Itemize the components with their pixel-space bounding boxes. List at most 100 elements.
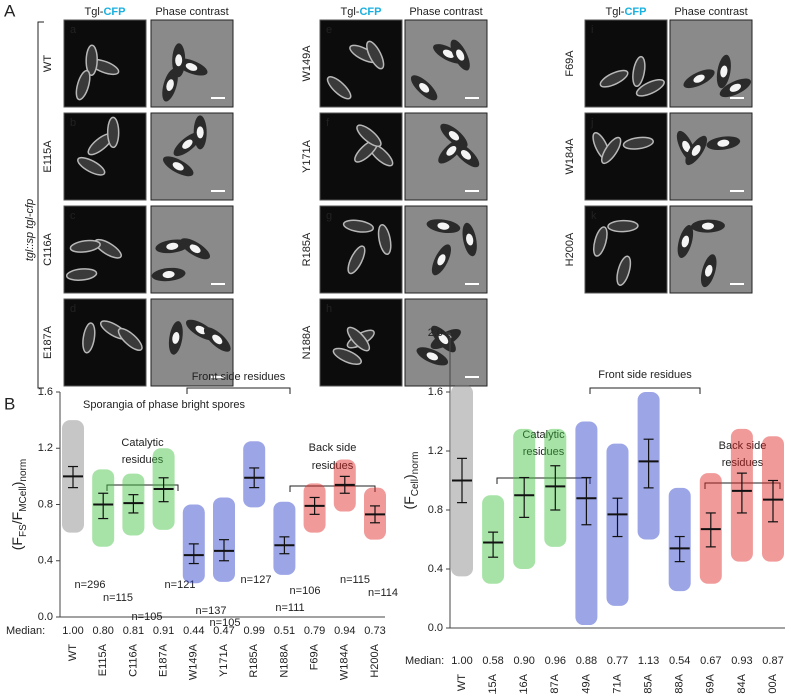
group-bracket [186,387,291,394]
spore [691,145,701,156]
spore [189,244,201,254]
spore [437,222,450,230]
median-value: 0.90 [513,655,534,667]
spore [704,264,713,277]
image-letter: j [590,117,593,129]
spore [172,331,180,344]
median-value: 0.87 [762,655,783,667]
cell-fluor [75,69,91,101]
cell-fluor [377,224,392,256]
median-value: 0.93 [731,655,752,667]
spore [175,54,183,67]
mutant-label: WT [42,55,54,72]
median-value: 0.96 [545,655,566,667]
image-letter: g [326,210,332,222]
median-value: 1.13 [638,655,659,667]
x-tick-label: E115A [97,643,109,676]
y-tick-label: 0.0 [428,622,443,634]
x-tick-label: WT [456,674,468,691]
column-header: Phase contrast [674,6,747,18]
spore [681,235,690,248]
group-bracket [289,485,376,492]
y-tick-label: 1.2 [38,442,53,454]
median-label: Median: [6,625,45,637]
count-label: n=115 [103,592,133,604]
spore [419,82,430,93]
spore [442,49,455,58]
spore [437,254,446,266]
count-label: n=105 [132,611,163,623]
spore [720,65,728,78]
count-label: n=106 [290,585,321,597]
spore [426,352,438,361]
column-header: Tgl-CFP [85,6,126,18]
median-value: 0.91 [153,625,174,637]
x-tick-label: WT [67,644,79,661]
count-label: n=111 [275,602,304,614]
header-prefix: Tgl- [606,6,625,18]
image-letter: c [70,210,76,222]
cell-fluor [347,245,366,275]
median-value: 1.00 [451,655,472,667]
median-value: 1.00 [62,625,83,637]
cfp-image [319,19,403,108]
cell-fluor [332,347,362,365]
group-label: residues [312,460,354,472]
spore [456,49,465,61]
spore [460,150,471,160]
median-value: 0.88 [576,655,597,667]
mutant-label: E115A [42,140,54,173]
median-label: Median: [405,655,444,667]
image-letter: a [70,24,77,36]
spore [693,74,705,83]
y-label-part: (F [401,496,417,509]
group-label: residues [122,454,164,466]
y-axis-label: (FCell)norm [401,452,421,510]
y-label-part: Cell [410,479,421,496]
image-letter: i [591,24,593,36]
x-tick-label: C116A [518,673,530,694]
median-value: 0.94 [334,625,355,637]
x-tick-label: Y171A [611,673,623,694]
y-label-part: ) [9,482,25,487]
spore [196,126,204,139]
median-value: 0.73 [364,625,385,637]
y-label-part: /F [9,512,25,524]
y-tick-label: 1.6 [38,386,53,398]
y-axis-label: (FFS/FMCell)norm [9,459,29,550]
header-cfp: CFP [103,6,125,18]
spore [446,146,457,156]
chart-title: Sporangia of phase bright spores [83,399,246,411]
phase-image [669,19,753,108]
group-label: Back side [309,442,357,454]
median-value: 0.99 [243,625,264,637]
cell-fluor [342,219,375,233]
cell-fluor [346,326,371,352]
count-label: n=137 [196,605,227,617]
group-bracket [106,484,179,491]
cell-fluor [635,78,665,97]
header-prefix: Tgl- [85,6,104,18]
mutant-label: W149A [301,45,313,82]
count-label: n=105 [210,617,241,629]
y-label-part: (F [9,537,25,550]
y-label-part: norm [410,452,421,475]
median-value: 0.54 [669,655,690,667]
y-label-part: FS [18,524,29,537]
median-value: 0.51 [274,625,295,637]
cell-fluor [117,327,143,351]
y-label-part: MCell [18,486,29,512]
x-tick-label: R185A [643,673,655,694]
median-value: 0.80 [92,625,113,637]
x-tick-label: W184A [339,643,351,680]
cfp-image [584,112,668,201]
spore [166,242,179,250]
mutant-label: R185A [301,232,313,266]
group-label: Front side residues [192,371,286,383]
cell-fluor [69,239,101,253]
mutant-label: H200A [564,232,576,266]
median-value: 0.58 [482,655,503,667]
x-tick-label: W149A [580,673,592,694]
mutant-label: C116A [42,232,54,265]
mutant-label: Y171A [301,139,313,173]
